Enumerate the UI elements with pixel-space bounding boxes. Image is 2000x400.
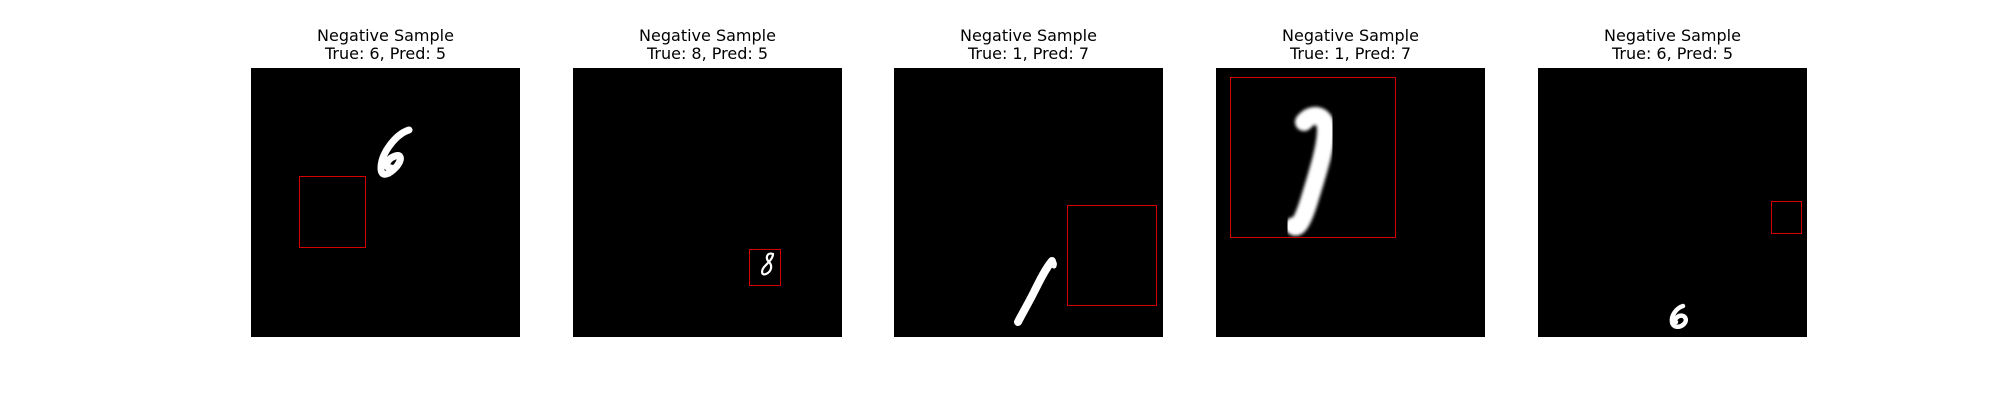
panel-label: True: 8, Pred: 5 (646, 44, 769, 63)
panel-label: True: 6, Pred: 5 (324, 44, 447, 63)
digit-glyph (377, 126, 413, 178)
bounding-box (1771, 201, 1802, 234)
sample-image (573, 68, 842, 337)
sample-panel-3: Negative Sample True: 1, Pred: 7 (894, 0, 1163, 340)
bounding-box (299, 176, 366, 248)
digit-glyph (1669, 303, 1689, 329)
sample-image (1216, 68, 1485, 337)
panel-label: True: 6, Pred: 5 (1611, 44, 1734, 63)
digit-drawing (1014, 257, 1057, 326)
panel-heading: Negative Sample (317, 26, 454, 45)
sample-panel-1: Negative Sample True: 6, Pred: 5 (251, 0, 520, 340)
digit-glyph (761, 252, 775, 276)
bounding-box (1067, 205, 1157, 306)
panel-label: True: 1, Pred: 7 (967, 44, 1090, 63)
sample-panel-4: Negative Sample True: 1, Pred: 7 (1216, 0, 1485, 340)
panel-title: Negative Sample True: 6, Pred: 5 (1518, 27, 1827, 63)
sample-panel-5: Negative Sample True: 6, Pred: 5 (1538, 0, 1807, 340)
digit-drawing (1669, 303, 1689, 329)
sample-image (894, 68, 1163, 337)
panel-title: Negative Sample True: 6, Pred: 5 (231, 27, 540, 63)
sample-panel-2: Negative Sample True: 8, Pred: 5 (573, 0, 842, 340)
bounding-box (749, 249, 781, 286)
digit-glyph (1285, 106, 1335, 236)
digit-hook (1043, 259, 1057, 271)
panel-title: Negative Sample True: 1, Pred: 7 (1196, 27, 1505, 63)
panel-label: True: 1, Pred: 7 (1289, 44, 1412, 63)
panel-heading: Negative Sample (1604, 26, 1741, 45)
panel-title: Negative Sample True: 8, Pred: 5 (553, 27, 862, 63)
panel-title: Negative Sample True: 1, Pred: 7 (874, 27, 1183, 63)
panel-heading: Negative Sample (960, 26, 1097, 45)
bounding-box (1230, 77, 1396, 238)
digit-drawing (377, 126, 413, 178)
panel-heading: Negative Sample (1282, 26, 1419, 45)
digit-drawing (1285, 106, 1335, 236)
sample-image (251, 68, 520, 337)
digit-drawing (761, 252, 775, 276)
panel-heading: Negative Sample (639, 26, 776, 45)
sample-image (1538, 68, 1807, 337)
